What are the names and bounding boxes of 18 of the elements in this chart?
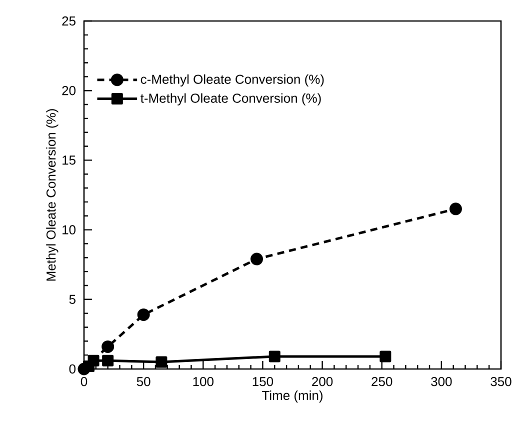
y-tick-label: 20 <box>62 86 76 96</box>
x-tick-label: 250 <box>372 376 392 386</box>
legend-label: t-Methyl Oleate Conversion (%) <box>140 93 321 106</box>
x-tick-label: 0 <box>80 376 88 386</box>
x-axis-title: Time (min) <box>262 390 322 403</box>
y-tick-label: 25 <box>62 16 76 26</box>
x-tick-label: 350 <box>490 376 512 386</box>
x-tick-label: 50 <box>136 376 150 386</box>
x-tick-label: 300 <box>431 376 452 386</box>
y-tick-label: 0 <box>69 364 76 374</box>
x-tick-label: 150 <box>252 376 274 386</box>
y-tick-label: 5 <box>69 294 76 304</box>
x-tick-label: 100 <box>193 376 214 386</box>
y-tick-label: 15 <box>62 156 76 165</box>
y-tick-label: 10 <box>62 225 76 234</box>
legend-label: c-Methyl Oleate Conversion (%) <box>140 74 324 86</box>
y-axis-title: Methyl Oleate Conversion (%) <box>46 109 58 281</box>
x-tick-label: 200 <box>312 376 333 386</box>
